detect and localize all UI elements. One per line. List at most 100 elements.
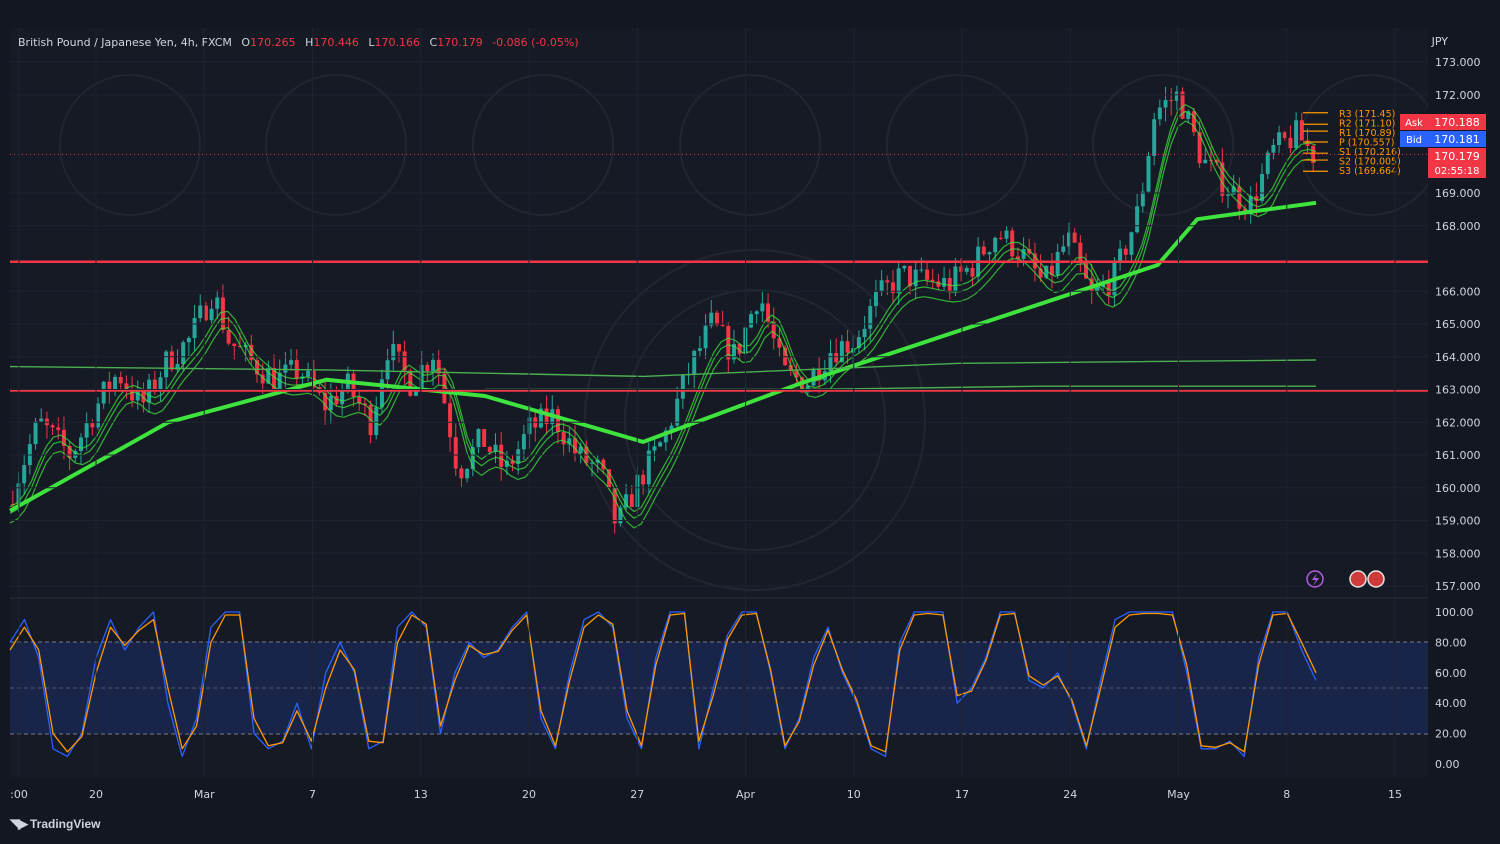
- candle-body: [936, 281, 941, 287]
- time-tick-label: May: [1167, 788, 1190, 801]
- time-tick-label: 15: [1388, 788, 1402, 801]
- candle-body: [902, 265, 907, 269]
- candle-body: [680, 374, 685, 399]
- open-value: 170.265: [250, 36, 296, 49]
- stoch-tick-label: 20.00: [1435, 728, 1467, 741]
- pivot-label: S1 (170.216): [1339, 147, 1401, 158]
- candle-body: [1049, 265, 1054, 276]
- watermark-seal: [1092, 74, 1234, 216]
- candle-body: [419, 364, 424, 388]
- stoch-tick-label: 0.00: [1435, 758, 1460, 771]
- candle-body: [1015, 256, 1020, 259]
- time-axis[interactable]: :00 20 Mar 7 13 20 27 Apr 10 17 24 May 8 15: [0, 28, 1500, 812]
- uk-flag-icon[interactable]: [1349, 570, 1367, 588]
- candle-body: [84, 423, 89, 438]
- candle-body: [538, 408, 543, 428]
- stoch-series-line: [9, 612, 1317, 753]
- close-label: C: [429, 36, 438, 49]
- candle-body: [913, 269, 918, 287]
- ask-price-tag: 170.188: [1434, 116, 1480, 129]
- low-label: L: [368, 36, 375, 49]
- candle-body: [993, 237, 998, 253]
- candle-body: [1163, 100, 1168, 108]
- candle-body: [959, 266, 964, 272]
- low-value: 170.166: [374, 36, 421, 49]
- candle-body: [289, 360, 294, 365]
- candle-body: [391, 344, 396, 361]
- event-icons[interactable]: [1306, 570, 1385, 588]
- candle-body: [624, 494, 629, 508]
- price-tags: Ask 170.188 Bid 170.181 170.179 02:55:18: [1400, 114, 1486, 178]
- time-tick-label: :00: [10, 788, 28, 801]
- symbol-title[interactable]: British Pound / Japanese Yen, 4h, FXCM: [18, 36, 232, 49]
- candle-body: [1169, 100, 1174, 102]
- last-price-tag: 170.179: [1434, 150, 1480, 163]
- candle-body: [402, 351, 407, 371]
- watermark-seal: [265, 74, 407, 216]
- candle-body: [1225, 194, 1230, 196]
- time-tick-label: 7: [309, 788, 316, 801]
- price-tick-label: 169.000: [1435, 187, 1481, 200]
- candle-body: [527, 417, 532, 435]
- candle-body: [465, 468, 470, 479]
- candle-body: [379, 379, 384, 408]
- stoch-axis[interactable]: 100.00 80.00 60.00 40.00 20.00 0.00: [1428, 598, 1500, 778]
- moving-average-line: [9, 200, 1317, 513]
- candle-body: [720, 324, 725, 326]
- candle-body: [856, 337, 861, 349]
- candle-body: [516, 449, 521, 464]
- candle-body: [283, 364, 288, 373]
- high-label: H: [305, 36, 314, 49]
- price-tick-label: 161.000: [1435, 449, 1481, 462]
- candle-body: [1299, 120, 1304, 141]
- candle-body: [96, 403, 101, 428]
- candle-body: [1061, 246, 1066, 252]
- ask-label: Ask: [1405, 118, 1423, 129]
- watermark-logo: [584, 249, 926, 591]
- candle-body: [39, 418, 44, 422]
- currency-label: JPY: [1431, 35, 1448, 48]
- candle-body: [431, 359, 436, 371]
- price-tick-label: 166.000: [1435, 285, 1481, 298]
- candle-body: [255, 360, 259, 375]
- tradingview-logo[interactable]: ◥▶ TradingView: [10, 816, 100, 832]
- uk-flag-icon[interactable]: [1367, 570, 1385, 588]
- candle-body: [544, 408, 549, 425]
- candle-body: [652, 446, 657, 451]
- pivot-label: S2 (170.005): [1339, 157, 1401, 168]
- candle-body: [186, 337, 191, 343]
- candle-body: [788, 365, 793, 370]
- candle-body: [908, 265, 912, 287]
- candle-body: [1174, 91, 1179, 101]
- candle-body: [459, 468, 464, 479]
- candle-body: [919, 269, 924, 271]
- candle-body: [1203, 159, 1208, 164]
- candle-body: [90, 423, 95, 428]
- candle-body: [629, 494, 634, 508]
- candle-body: [1237, 186, 1242, 209]
- candle-body: [181, 342, 186, 365]
- candle-body: [817, 369, 822, 381]
- stoch-tick-label: 100.00: [1435, 606, 1474, 619]
- candle-body: [436, 359, 441, 374]
- candle-body: [834, 353, 839, 363]
- candle-body: [953, 266, 958, 292]
- candle-body: [1260, 173, 1265, 201]
- candle-body: [998, 237, 1003, 239]
- candle-body: [1067, 232, 1071, 247]
- candle-body: [561, 432, 566, 445]
- watermark-logo-inner: [624, 289, 886, 551]
- lightning-icon[interactable]: [1306, 570, 1324, 588]
- time-tick-label: 20: [89, 788, 103, 801]
- candle-body: [1004, 230, 1009, 239]
- price-tick-label: 173.000: [1435, 56, 1481, 69]
- candle-body: [374, 407, 379, 436]
- price-axis-bg: [1428, 28, 1500, 598]
- candle-body: [1021, 248, 1026, 259]
- candle-body: [601, 459, 606, 470]
- price-tick-label: 163.000: [1435, 384, 1481, 397]
- time-tick-label: 13: [414, 788, 428, 801]
- candle-body: [675, 398, 680, 426]
- candle-body: [1277, 132, 1282, 146]
